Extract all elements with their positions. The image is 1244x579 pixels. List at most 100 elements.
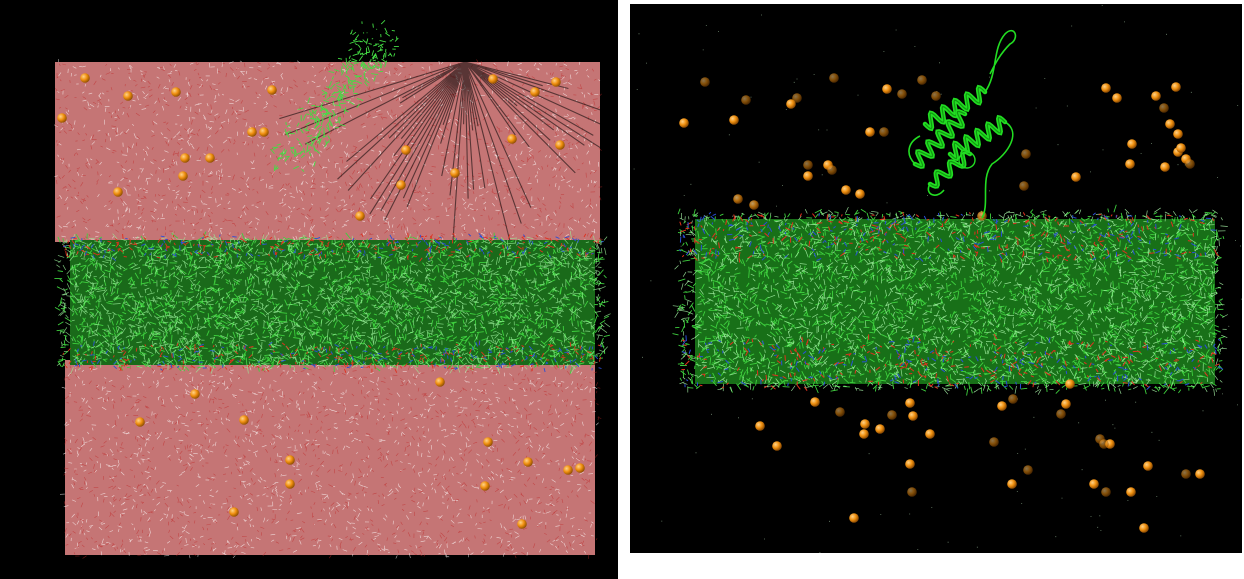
ion-sphere (803, 160, 813, 170)
ion-sphere (517, 519, 527, 529)
ion-sphere (1112, 93, 1122, 103)
ion-sphere (171, 87, 181, 97)
ion-sphere (860, 419, 870, 429)
ion-sphere (865, 127, 875, 137)
ion-spheres (57, 73, 585, 529)
water-box (54, 59, 618, 559)
ion-sphere (1151, 91, 1161, 101)
ion-sphere (882, 84, 892, 94)
ion-sphere (555, 140, 565, 150)
ion-sphere (1021, 149, 1031, 159)
ion-sphere (803, 171, 813, 181)
ion-sphere (205, 153, 215, 163)
helix-2-shade (914, 110, 966, 168)
ion-sphere (239, 415, 249, 425)
ion-sphere (835, 407, 845, 417)
ion-sphere (1065, 379, 1075, 389)
ion-sphere (190, 389, 200, 399)
ion-sphere (1139, 523, 1149, 533)
headgroup-oxygens (62, 232, 602, 373)
ion-sphere (827, 165, 837, 175)
ion-sphere (401, 145, 411, 155)
upper-water-region (55, 62, 600, 242)
ion-sphere (1185, 159, 1195, 169)
coil-ring (958, 151, 976, 169)
ion-sphere (1171, 82, 1181, 92)
ion-sphere (829, 73, 839, 83)
ion-sphere (849, 513, 859, 523)
right-molecular-render (633, 5, 1242, 553)
ion-sphere (925, 429, 935, 439)
left-simulation-panel (0, 0, 618, 579)
ion-sphere (1101, 83, 1111, 93)
ion-sphere (897, 89, 907, 99)
ion-sphere (1056, 409, 1066, 419)
ion-sphere (57, 113, 67, 123)
protein-loops (908, 29, 1017, 219)
lipid-tails-a (54, 231, 611, 374)
ion-sphere (875, 424, 885, 434)
lipid-bilayer (54, 230, 611, 374)
ion-sphere (841, 185, 851, 195)
ion-sphere (792, 93, 802, 103)
ion-sphere (247, 127, 257, 137)
ion-sphere (931, 91, 941, 101)
solvent-dots (633, 5, 1242, 553)
ion-sphere (1019, 181, 1029, 191)
ion-sphere (551, 77, 561, 87)
ion-sphere (123, 91, 133, 101)
ion-sphere (977, 211, 987, 221)
ion-sphere (1173, 129, 1183, 139)
ion-sphere (997, 401, 1007, 411)
lipid-tails-b (54, 230, 611, 374)
lipid-bilayer (672, 204, 1228, 396)
ion-sphere (1008, 394, 1018, 404)
ion-sphere (700, 77, 710, 87)
headgroup-oxygens (679, 211, 1220, 391)
solvent-specks (633, 5, 1242, 553)
ion-sphere (435, 377, 445, 387)
ion-sphere (749, 200, 759, 210)
ion-sphere (755, 421, 765, 431)
ion-sphere (530, 87, 540, 97)
ion-sphere (1127, 139, 1137, 149)
ion-sphere (887, 410, 897, 420)
ion-spheres (679, 73, 1205, 533)
ion-sphere (575, 463, 585, 473)
ion-sphere (1099, 439, 1109, 449)
ion-sphere (1195, 469, 1205, 479)
ion-sphere (80, 73, 90, 83)
ion-sphere (1023, 465, 1033, 475)
ion-sphere (483, 437, 493, 447)
ion-sphere (285, 479, 295, 489)
water-molecules-dark (54, 59, 603, 559)
ion-sphere (772, 441, 782, 451)
ion-sphere (450, 168, 460, 178)
ion-sphere (563, 465, 573, 475)
ion-sphere (1143, 461, 1153, 471)
ion-sphere (679, 118, 689, 128)
ion-sphere (285, 455, 295, 465)
ion-sphere (355, 211, 365, 221)
ion-sphere (741, 95, 751, 105)
left-molecular-render (54, 19, 618, 559)
ion-sphere (135, 417, 145, 427)
ion-sphere (1160, 162, 1170, 172)
protein-atoms (270, 19, 399, 173)
ion-sphere (729, 115, 739, 125)
helix-4-shade (929, 150, 971, 188)
right-simulation-panel (630, 4, 1242, 553)
ion-sphere (1126, 487, 1136, 497)
ion-sphere (178, 171, 188, 181)
ion-sphere (907, 487, 917, 497)
ion-sphere (229, 507, 239, 517)
ion-sphere (267, 85, 277, 95)
lower-water-region (65, 360, 595, 555)
headgroup-nitrogens (62, 232, 604, 373)
ion-sphere (879, 127, 889, 137)
helix-3-shade (949, 116, 1006, 160)
helix-1-shade (924, 86, 986, 130)
ion-sphere (113, 187, 123, 197)
ion-sphere (396, 180, 406, 190)
ion-sphere (488, 74, 498, 84)
